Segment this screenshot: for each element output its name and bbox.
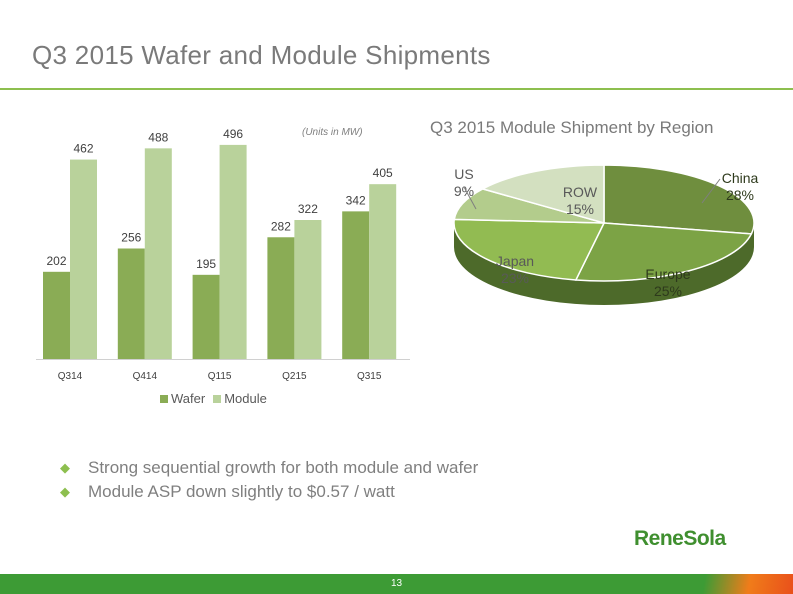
bullet-item: ◆ Module ASP down slightly to $0.57 / wa…	[60, 480, 478, 504]
page-number: 13	[390, 578, 403, 589]
pie-label-value: 23%	[501, 270, 529, 286]
bar-wafer	[342, 211, 370, 359]
pie-label-name: ROW	[563, 184, 598, 200]
data-label: 488	[148, 130, 168, 144]
pie-label-name: China	[722, 170, 759, 186]
pie-label-value: 25%	[654, 283, 682, 299]
data-label: 202	[46, 254, 66, 268]
pie-slice-us	[453, 188, 605, 224]
units-note: (Units in MW)	[302, 127, 363, 138]
pie-side-wall	[454, 223, 754, 305]
bar-wafer	[267, 237, 295, 359]
bullet-text: Module ASP down slightly to $0.57 / watt	[88, 482, 395, 501]
pie-label-name: Japan	[496, 253, 534, 269]
pie-slice-china	[603, 164, 755, 235]
data-label: 462	[73, 142, 93, 156]
data-label: 256	[121, 230, 141, 244]
pie-slice-europe	[574, 222, 753, 282]
bar-wafer	[117, 248, 145, 359]
legend-swatch-wafer	[160, 394, 168, 403]
pie-chart-title: Q3 2015 Module Shipment by Region	[430, 118, 714, 137]
title-divider	[0, 88, 793, 90]
data-label: 405	[373, 166, 393, 180]
bar-module	[70, 159, 97, 359]
pie-label-value: 15%	[566, 201, 594, 217]
pie-leader-line-china	[701, 178, 721, 204]
data-label: 322	[298, 202, 318, 216]
footer-accent	[683, 574, 793, 594]
pie-label-name: US	[454, 166, 473, 182]
x-tick-label: Q215	[282, 371, 307, 382]
legend-item-module: Module	[213, 391, 267, 406]
x-tick-label: Q414	[133, 371, 158, 382]
x-tick-label: Q115	[208, 371, 232, 382]
legend-label-module: Module	[224, 391, 267, 406]
legend-label-wafer: Wafer	[171, 391, 206, 406]
footer-bar: 13	[0, 574, 793, 594]
data-label: 342	[346, 193, 366, 207]
bar-wafer	[192, 274, 220, 359]
legend-item-wafer: Wafer	[160, 391, 205, 406]
bar-chart: 202 462 Q314 256 488 Q414 195 496 Q115 282 322 Q215…	[36, 127, 410, 382]
pie-slice-japan	[453, 218, 606, 281]
bar-wafer	[43, 271, 70, 359]
bullet-list: ◆ Strong sequential growth for both modu…	[60, 456, 478, 504]
bar-chart-legend: Wafer Module	[160, 391, 271, 406]
diamond-bullet-icon: ◆	[60, 460, 70, 475]
pie-label-value: 28%	[726, 187, 754, 203]
bar-module	[144, 148, 172, 359]
renesola-logo: ReneSola	[634, 527, 726, 550]
data-label: 496	[223, 127, 243, 141]
diamond-bullet-icon: ◆	[60, 484, 70, 499]
x-tick-label: Q314	[58, 371, 83, 382]
bar-module	[369, 184, 397, 359]
pie-label-name: Europe	[645, 266, 690, 282]
data-label: 282	[271, 219, 291, 233]
pie-slice-row	[480, 164, 605, 224]
bar-module	[294, 220, 322, 359]
pie-label-value: 9%	[454, 183, 474, 199]
slide-title: Q3 2015 Wafer and Module Shipments	[32, 40, 491, 70]
bullet-item: ◆ Strong sequential growth for both modu…	[60, 456, 478, 480]
pie-leader-line-us	[463, 186, 477, 210]
legend-swatch-module	[213, 394, 222, 403]
x-tick-label: Q315	[357, 371, 382, 382]
bar-module	[219, 144, 247, 359]
data-label: 195	[196, 257, 216, 271]
bullet-text: Strong sequential growth for both module…	[88, 458, 479, 477]
